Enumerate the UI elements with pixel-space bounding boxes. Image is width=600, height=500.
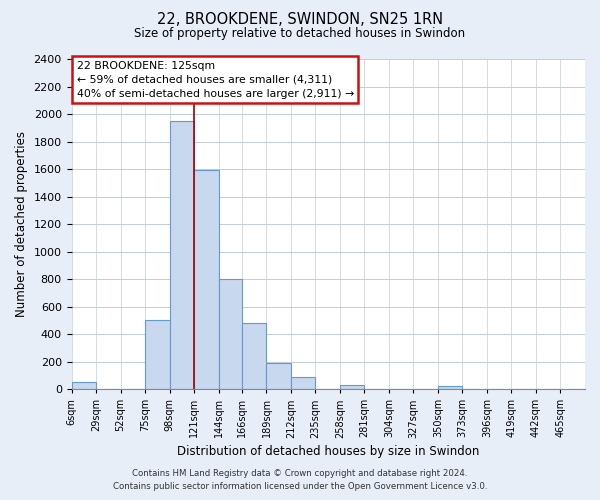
Bar [170,121,194,389]
Bar [71,382,96,389]
Bar [291,377,316,389]
Text: 22 BROOKDENE: 125sqm
← 59% of detached houses are smaller (4,311)
40% of semi-de: 22 BROOKDENE: 125sqm ← 59% of detached h… [77,60,354,98]
Bar [340,385,364,389]
Text: Size of property relative to detached houses in Swindon: Size of property relative to detached ho… [134,28,466,40]
Y-axis label: Number of detached properties: Number of detached properties [15,131,28,317]
Text: 22, BROOKDENE, SWINDON, SN25 1RN: 22, BROOKDENE, SWINDON, SN25 1RN [157,12,443,28]
Text: Contains HM Land Registry data © Crown copyright and database right 2024.
Contai: Contains HM Land Registry data © Crown c… [113,470,487,491]
Bar [266,363,291,389]
Bar [194,170,218,389]
Bar [218,279,242,389]
Bar [145,320,170,389]
Bar [242,323,266,389]
X-axis label: Distribution of detached houses by size in Swindon: Distribution of detached houses by size … [177,444,479,458]
Bar [438,386,463,389]
